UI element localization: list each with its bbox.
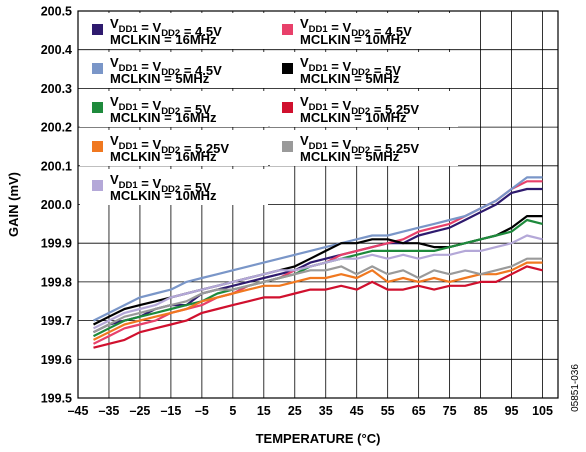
series-line-2 [93, 176, 543, 322]
legend-entry-background [270, 52, 458, 88]
series-line-5 [93, 265, 543, 349]
legend-entry-background [270, 13, 458, 49]
legend-voltage-label: VDD1 = VDD2 = 5V [110, 172, 211, 195]
legend-swatch [92, 141, 103, 152]
x-tick-label: 95 [505, 404, 519, 418]
y-axis-tick-labels: 199.5 199.6 199.7 199.8 199.9 200.0 200.1 200.2… [41, 5, 72, 406]
plot-frame [77, 10, 559, 399]
y-tick-label: 200.0 [41, 198, 72, 212]
legend-swatch [282, 24, 293, 35]
x-axis-tick-labels: –45 –35 –25 –15 –5 5 15 25 35 45 55 65 75 85 95 105 [68, 404, 553, 418]
legend-clock-label: MCLKIN = 16MHz [110, 32, 217, 47]
y-tick-label: 200.1 [41, 159, 72, 173]
legend-entry-background [270, 91, 458, 127]
legend-voltage-label: VDD1 = VDD2 = 4.5V [110, 16, 222, 39]
legend-voltage-label: VDD1 = VDD2 = 5.25V [300, 94, 419, 117]
legend-clock-label: MCLKIN = 10MHz [110, 188, 217, 203]
legend-clock-label: MCLKIN = 16MHz [110, 110, 217, 125]
y-axis-label: GAIN (mV) [6, 172, 21, 237]
legend-voltage-label: VDD1 = VDD2 = 5V [110, 94, 211, 117]
x-tick-label: 45 [350, 404, 364, 418]
y-tick-label: 199.8 [41, 275, 72, 289]
series-layer [93, 176, 543, 349]
legend-entry-background [80, 91, 268, 127]
legend-entry-background [80, 13, 268, 49]
legend-clock-label: MCLKIN = 10MHz [300, 110, 407, 125]
legend-voltage-label: VDD1 = VDD2 = 5V [300, 55, 401, 78]
series-line-8 [93, 234, 543, 330]
legend-voltage-label: VDD1 = VDD2 = 4.5V [300, 16, 412, 39]
x-tick-label: 5 [229, 404, 236, 418]
legend-entry-background [270, 130, 458, 166]
y-tick-label: 199.7 [41, 314, 72, 328]
legend-swatch [92, 102, 103, 113]
x-tick-label: 85 [474, 404, 488, 418]
legend-clock-label: MCLKIN = 16MHz [110, 149, 217, 164]
x-axis-label: TEMPERATURE (°C) [256, 431, 381, 446]
figure-code: 05851-036 [570, 364, 581, 412]
legend-clock-label: MCLKIN = 10MHz [300, 32, 407, 47]
legend-swatch [282, 102, 293, 113]
y-tick-label: 200.3 [41, 82, 72, 96]
legend-swatch [92, 180, 103, 191]
x-tick-label: –5 [195, 404, 209, 418]
x-tick-label: 15 [257, 404, 271, 418]
legend-swatch [92, 24, 103, 35]
x-tick-label: 25 [288, 404, 302, 418]
x-tick-label: 55 [381, 404, 395, 418]
series-line-6 [93, 261, 543, 341]
legend-swatch [282, 63, 293, 74]
x-tick-label: 35 [319, 404, 333, 418]
legend-swatch [92, 63, 103, 74]
legend-swatch [282, 141, 293, 152]
x-tick-label: 65 [412, 404, 426, 418]
legend-voltage-label: VDD1 = VDD2 = 5.25V [300, 133, 419, 156]
series-line-7 [93, 257, 543, 334]
legend-clock-label: MCLKIN = 5MHz [300, 149, 400, 164]
legend-clock-label: MCLKIN = 5MHz [110, 71, 210, 86]
x-tick-label: –45 [68, 404, 89, 418]
x-tick-label: 75 [443, 404, 457, 418]
x-tick-label: –15 [160, 404, 181, 418]
y-tick-label: 199.9 [41, 237, 72, 251]
y-tick-label: 199.6 [41, 353, 72, 367]
legend-entry-background [80, 52, 268, 88]
y-tick-label: 200.4 [41, 43, 72, 57]
legend-entry-background [80, 169, 268, 205]
legend-voltage-label: VDD1 = VDD2 = 5.25V [110, 133, 229, 156]
legend-clock-label: MCLKIN = 5MHz [300, 71, 400, 86]
legend-entry-background [80, 130, 268, 166]
y-tick-label: 200.2 [41, 121, 72, 135]
x-tick-label: –25 [130, 404, 151, 418]
x-tick-label: –35 [99, 404, 120, 418]
x-tick-label: 105 [532, 404, 553, 418]
y-tick-label: 200.5 [41, 5, 72, 19]
legend-voltage-label: VDD1 = VDD2 = 4.5V [110, 55, 222, 78]
y-tick-label: 199.5 [41, 392, 72, 406]
